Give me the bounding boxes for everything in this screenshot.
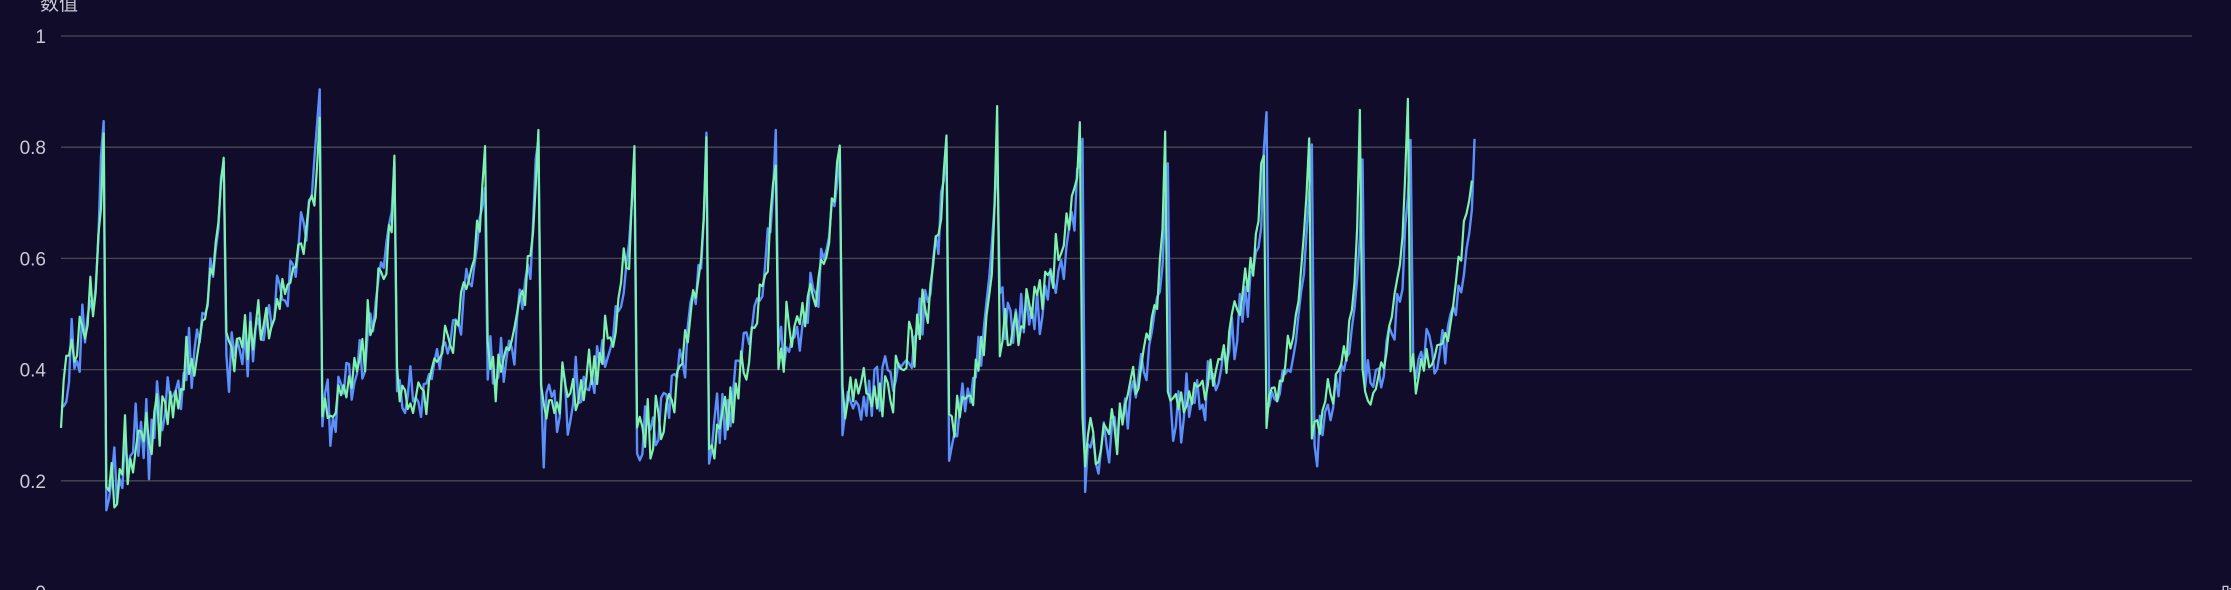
- y-tick-label: 1: [35, 27, 46, 48]
- y-tick-label: 0.8: [20, 138, 46, 159]
- y-tick-label: 0.4: [20, 361, 47, 382]
- y-tick-label: 0: [35, 583, 46, 590]
- x-axis-label: 时: [2221, 583, 2231, 590]
- y-tick-label: 0.6: [20, 249, 46, 270]
- grid-lines: [61, 35, 2192, 482]
- series-line-2: [59, 97, 1473, 509]
- series-layer: [59, 88, 1476, 512]
- y-axis-ticks: 0 0.2 0.4 0.6 0.8 1: [20, 27, 47, 590]
- y-tick-label: 0.2: [20, 472, 46, 493]
- y-axis-label: 数值: [40, 0, 78, 15]
